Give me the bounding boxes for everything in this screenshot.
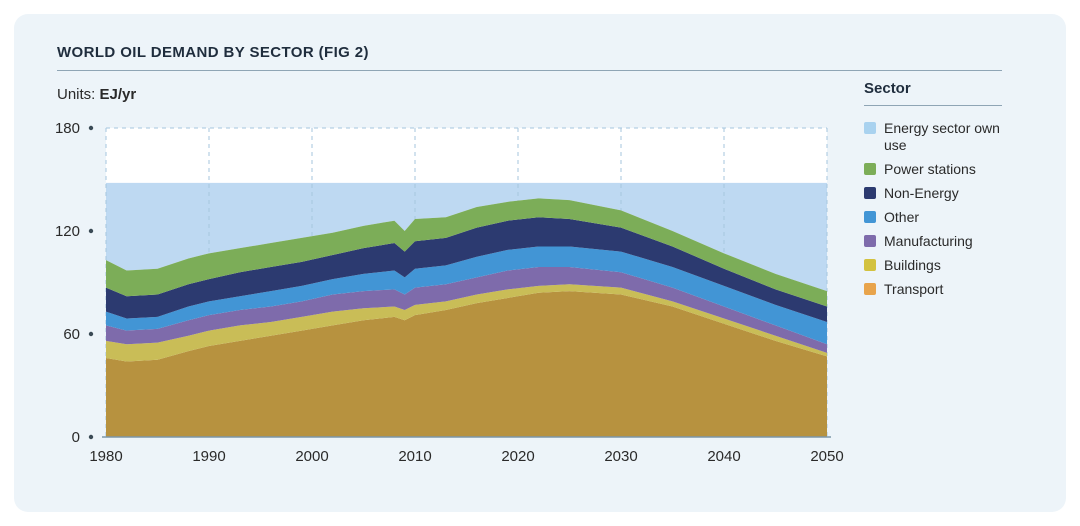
legend-swatch-icon bbox=[864, 163, 876, 175]
y-tick-label: 120 bbox=[55, 223, 80, 240]
legend-item: Transport bbox=[864, 281, 1004, 298]
legend-label: Other bbox=[884, 209, 920, 225]
legend-label: Energy sector own use bbox=[884, 120, 1000, 153]
legend-label: Transport bbox=[884, 281, 944, 297]
x-tick-label: 1990 bbox=[192, 448, 225, 465]
legend-items: Energy sector own use Power stations Non-E… bbox=[864, 120, 1004, 298]
units-label: Units: bbox=[57, 86, 96, 103]
x-tick-label: 2030 bbox=[604, 448, 637, 465]
area-non-energy bbox=[106, 217, 827, 322]
area-energy-sector-own-use bbox=[106, 182, 827, 292]
legend-header: Sector bbox=[864, 80, 911, 97]
x-tick-label: 1980 bbox=[89, 448, 122, 465]
area-buildings bbox=[106, 284, 827, 362]
legend-item: Buildings bbox=[864, 257, 1004, 274]
legend: Sector Energy sector own use Power statio… bbox=[864, 80, 1004, 305]
area-transport bbox=[106, 291, 827, 437]
legend-label: Buildings bbox=[884, 257, 941, 273]
x-tick-label: 2020 bbox=[501, 448, 534, 465]
legend-swatch-icon bbox=[864, 122, 876, 134]
y-tick-label: 0 bbox=[72, 429, 80, 446]
legend-item: Energy sector own use bbox=[864, 120, 1004, 154]
page-title: WORLD OIL DEMAND BY SECTOR (FIG 2) bbox=[57, 44, 369, 61]
legend-item: Non-Energy bbox=[864, 185, 1004, 202]
legend-item: Manufacturing bbox=[864, 233, 1004, 250]
legend-label: Manufacturing bbox=[884, 233, 973, 249]
x-tick-label: 2010 bbox=[398, 448, 431, 465]
units-label-group: Units: EJ/yr bbox=[57, 86, 136, 103]
title-divider bbox=[57, 70, 1002, 71]
legend-label: Non-Energy bbox=[884, 185, 959, 201]
stacked-area-chart: 0 60 120 180 1980 1990 2000 2010 2020 2030 2040 205… bbox=[40, 110, 850, 490]
units-value: EJ/yr bbox=[99, 86, 137, 103]
legend-item: Power stations bbox=[864, 161, 1004, 178]
legend-item: Other bbox=[864, 209, 1004, 226]
x-tick-label: 2040 bbox=[707, 448, 740, 465]
x-tick-label: 2000 bbox=[295, 448, 328, 465]
legend-swatch-icon bbox=[864, 211, 876, 223]
legend-swatch-icon bbox=[864, 283, 876, 295]
legend-swatch-icon bbox=[864, 259, 876, 271]
y-tick-label: 60 bbox=[63, 326, 80, 343]
legend-swatch-icon bbox=[864, 235, 876, 247]
legend-swatch-icon bbox=[864, 187, 876, 199]
area-power-stations bbox=[106, 198, 827, 307]
legend-label: Power stations bbox=[884, 161, 976, 177]
y-tick-label: 180 bbox=[55, 120, 80, 137]
area-manufacturing bbox=[106, 267, 827, 353]
chart-svg: 0 60 120 180 1980 1990 2000 2010 2020 2030 2040 205… bbox=[55, 120, 844, 465]
x-tick-label: 2050 bbox=[810, 448, 843, 465]
area-other bbox=[106, 246, 827, 345]
legend-divider bbox=[864, 105, 1002, 106]
